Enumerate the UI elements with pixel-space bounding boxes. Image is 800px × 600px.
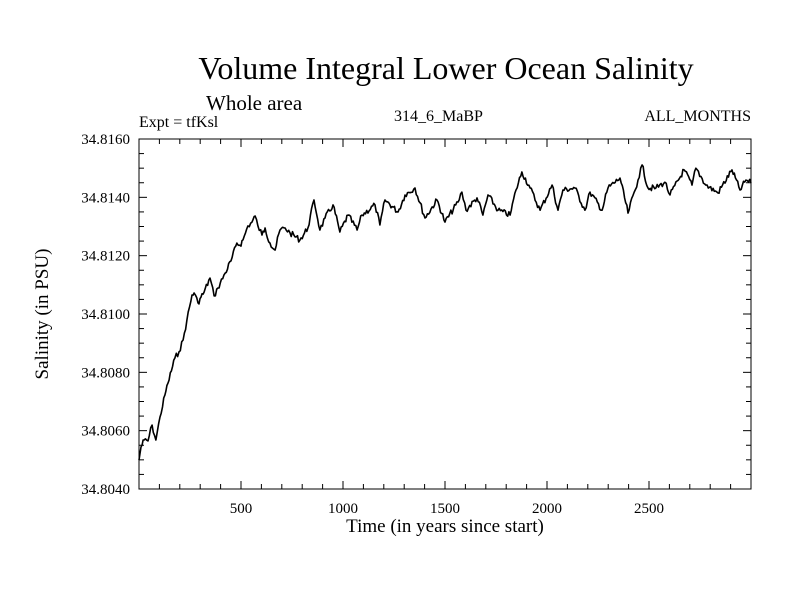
x-axis-label: Time (in years since start)	[346, 516, 544, 537]
series-line-salinity	[138, 164, 752, 461]
axis-ticks	[139, 139, 751, 489]
y-tick-label: 34.8120	[81, 249, 130, 265]
months-label: ALL_MONTHS	[644, 108, 751, 125]
x-tick-label: 2000	[532, 501, 562, 517]
chart-subtitle: Whole area	[206, 91, 303, 115]
chart-title: Volume Integral Lower Ocean Salinity	[198, 50, 694, 86]
plot-frame	[138, 138, 752, 490]
y-tick-label: 34.8060	[81, 424, 130, 440]
y-tick-label: 34.8100	[81, 307, 130, 323]
y-tick-label: 34.8040	[81, 482, 130, 498]
x-tick-label: 1000	[328, 501, 358, 517]
tick-labels: 500 1000 1500 2000 2500 34.8040 34.8060 34.8080…	[81, 132, 664, 517]
x-tick-label: 500	[230, 501, 253, 517]
x-tick-label: 1500	[430, 501, 460, 517]
y-tick-label: 34.8160	[81, 132, 130, 148]
run-label: 314_6_MaBP	[394, 108, 483, 125]
experiment-label: Expt = tfKsl	[139, 114, 219, 131]
y-tick-label: 34.8140	[81, 190, 130, 206]
x-tick-label: 2500	[634, 501, 664, 517]
y-tick-label: 34.8080	[81, 365, 130, 381]
